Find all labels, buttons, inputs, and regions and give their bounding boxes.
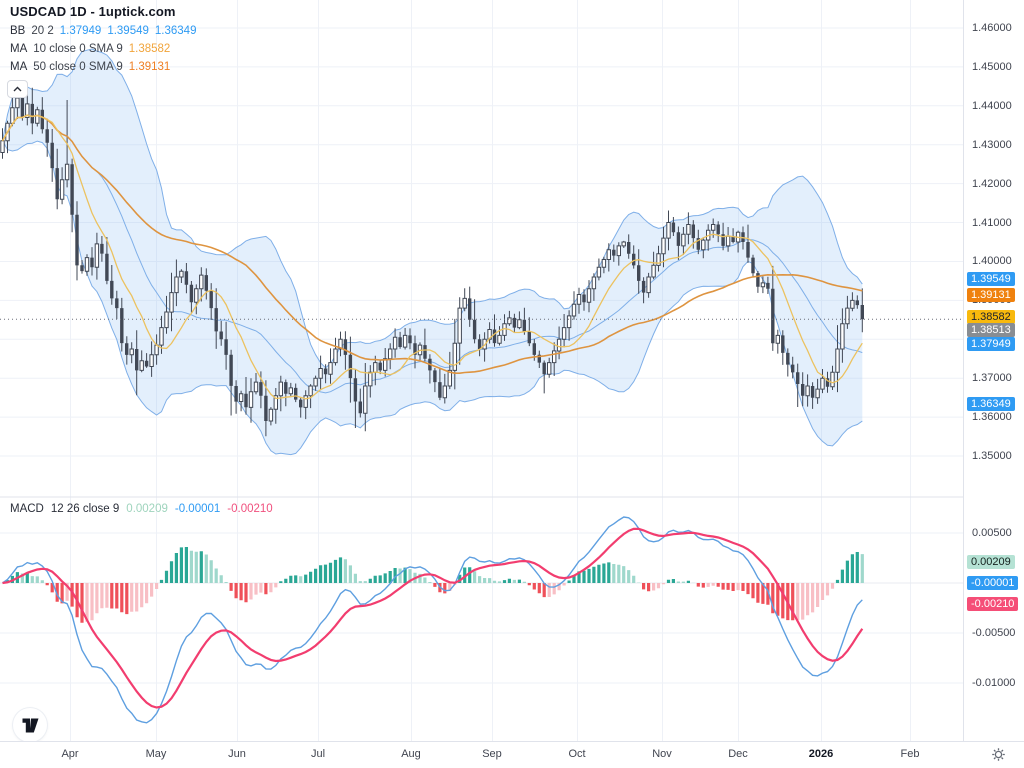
axis-tick-label: 1.37000 — [972, 372, 1012, 385]
ma10-params: 10 close 0 SMA 9 — [33, 43, 123, 55]
axis-price-badge: -0.00001 — [967, 576, 1019, 591]
axis-price-badge: 1.37949 — [967, 336, 1015, 351]
macd-line-value: -0.00001 — [174, 503, 221, 515]
candles-layer — [0, 84, 864, 437]
month-label: 2026 — [808, 748, 834, 760]
bb-upper-value: 1.39549 — [107, 25, 149, 37]
legend-row-ma50[interactable]: MA 50 close 0 SMA 9 1.39131 — [10, 61, 196, 73]
axis-tick-label: 1.36000 — [972, 411, 1012, 424]
axis-tick-label: -0.00500 — [972, 627, 1016, 639]
axis-tick-label: 1.40000 — [972, 255, 1012, 268]
bb-label: BB — [10, 25, 26, 37]
axis-tick-label: 1.45000 — [972, 60, 1012, 73]
month-label: Jul — [310, 748, 326, 760]
bb-basis-line — [2, 114, 863, 394]
up-candles — [0, 97, 855, 422]
month-label: Dec — [728, 748, 748, 760]
price-macd-chart-canvas[interactable] — [0, 0, 963, 741]
macd-label: MACD — [10, 503, 44, 515]
month-label: Apr — [61, 748, 79, 760]
tradingview-logo-icon — [22, 718, 38, 732]
macd-params: 12 26 close 9 — [50, 503, 120, 515]
time-axis[interactable]: Apr May Jun Jul Aug Sep Oct Nov Dec 2026 Feb — [0, 741, 1024, 768]
ma10-label: MA — [10, 43, 28, 55]
macd-hist-value: 0.00209 — [126, 503, 168, 515]
month-label: Sep — [482, 748, 502, 760]
ma50-line — [1, 114, 863, 374]
axis-tick-label: 0.00500 — [972, 527, 1012, 539]
ma50-params: 50 close 0 SMA 9 — [33, 61, 123, 73]
bb-lower-value: 1.36349 — [154, 25, 197, 37]
axis-tick-label: -0.01000 — [972, 677, 1016, 689]
macd-signal-line — [2, 527, 864, 709]
axis-price-badge: 1.36349 — [967, 396, 1015, 411]
axis-price-badge: 1.39131 — [967, 288, 1015, 303]
macd-line — [2, 516, 863, 724]
price-axis[interactable]: 1.46000 1.45000 1.44000 1.43000 1.42000 1.410… — [963, 0, 1024, 741]
gear-icon — [991, 748, 1005, 761]
month-label: Feb — [900, 748, 920, 760]
axis-tick-label: 1.42000 — [972, 177, 1012, 190]
axis-tick-label: 1.35000 — [972, 449, 1012, 462]
bb-params: 20 2 — [31, 25, 54, 37]
bollinger-band — [2, 48, 863, 456]
month-label: Oct — [568, 748, 586, 760]
macd-signal-value: -0.00210 — [227, 503, 273, 515]
month-label: Aug — [401, 748, 421, 760]
legend-row-ma10[interactable]: MA 10 close 0 SMA 9 1.38582 — [10, 43, 196, 55]
bb-basis-value: 1.37949 — [59, 25, 102, 37]
axis-tick-label: 1.44000 — [972, 99, 1012, 112]
axis-price-badge: 1.39549 — [967, 272, 1015, 286]
axis-tick-label: 1.43000 — [972, 138, 1012, 151]
legend-row-bb[interactable]: BB 20 2 1.37949 1.39549 1.36349 — [10, 25, 196, 37]
month-label: May — [145, 748, 167, 760]
ma50-value: 1.39131 — [128, 61, 171, 73]
month-label: Nov — [652, 748, 672, 760]
tradingview-logo[interactable] — [13, 708, 47, 742]
axis-price-badge: 0.00209 — [967, 555, 1015, 570]
chevron-up-icon — [13, 86, 22, 92]
ma50-label: MA — [10, 61, 28, 73]
symbol-title: USDCAD 1D - 1uptick.com — [10, 4, 176, 19]
month-label: Jun — [228, 748, 246, 760]
macd-histogram — [0, 547, 864, 623]
indicator-legend: USDCAD 1D - 1uptick.com BB 20 2 1.37949 … — [10, 4, 196, 73]
last-price-badge: 1.38513 — [967, 323, 1015, 338]
ma10-line — [1, 114, 863, 400]
collapse-button[interactable] — [7, 80, 28, 98]
settings-button[interactable] — [988, 746, 1008, 766]
ma10-value: 1.38582 — [128, 43, 171, 55]
axis-price-badge: -0.00210 — [967, 597, 1019, 611]
axis-tick-label: 1.46000 — [972, 22, 1012, 34]
axis-tick-label: 1.41000 — [972, 216, 1012, 229]
legend-row-macd[interactable]: MACD 12 26 close 9 0.00209 -0.00001 -0.0… — [10, 503, 273, 515]
gridlines — [0, 0, 963, 741]
axis-price-badge: 1.38582 — [967, 309, 1015, 324]
